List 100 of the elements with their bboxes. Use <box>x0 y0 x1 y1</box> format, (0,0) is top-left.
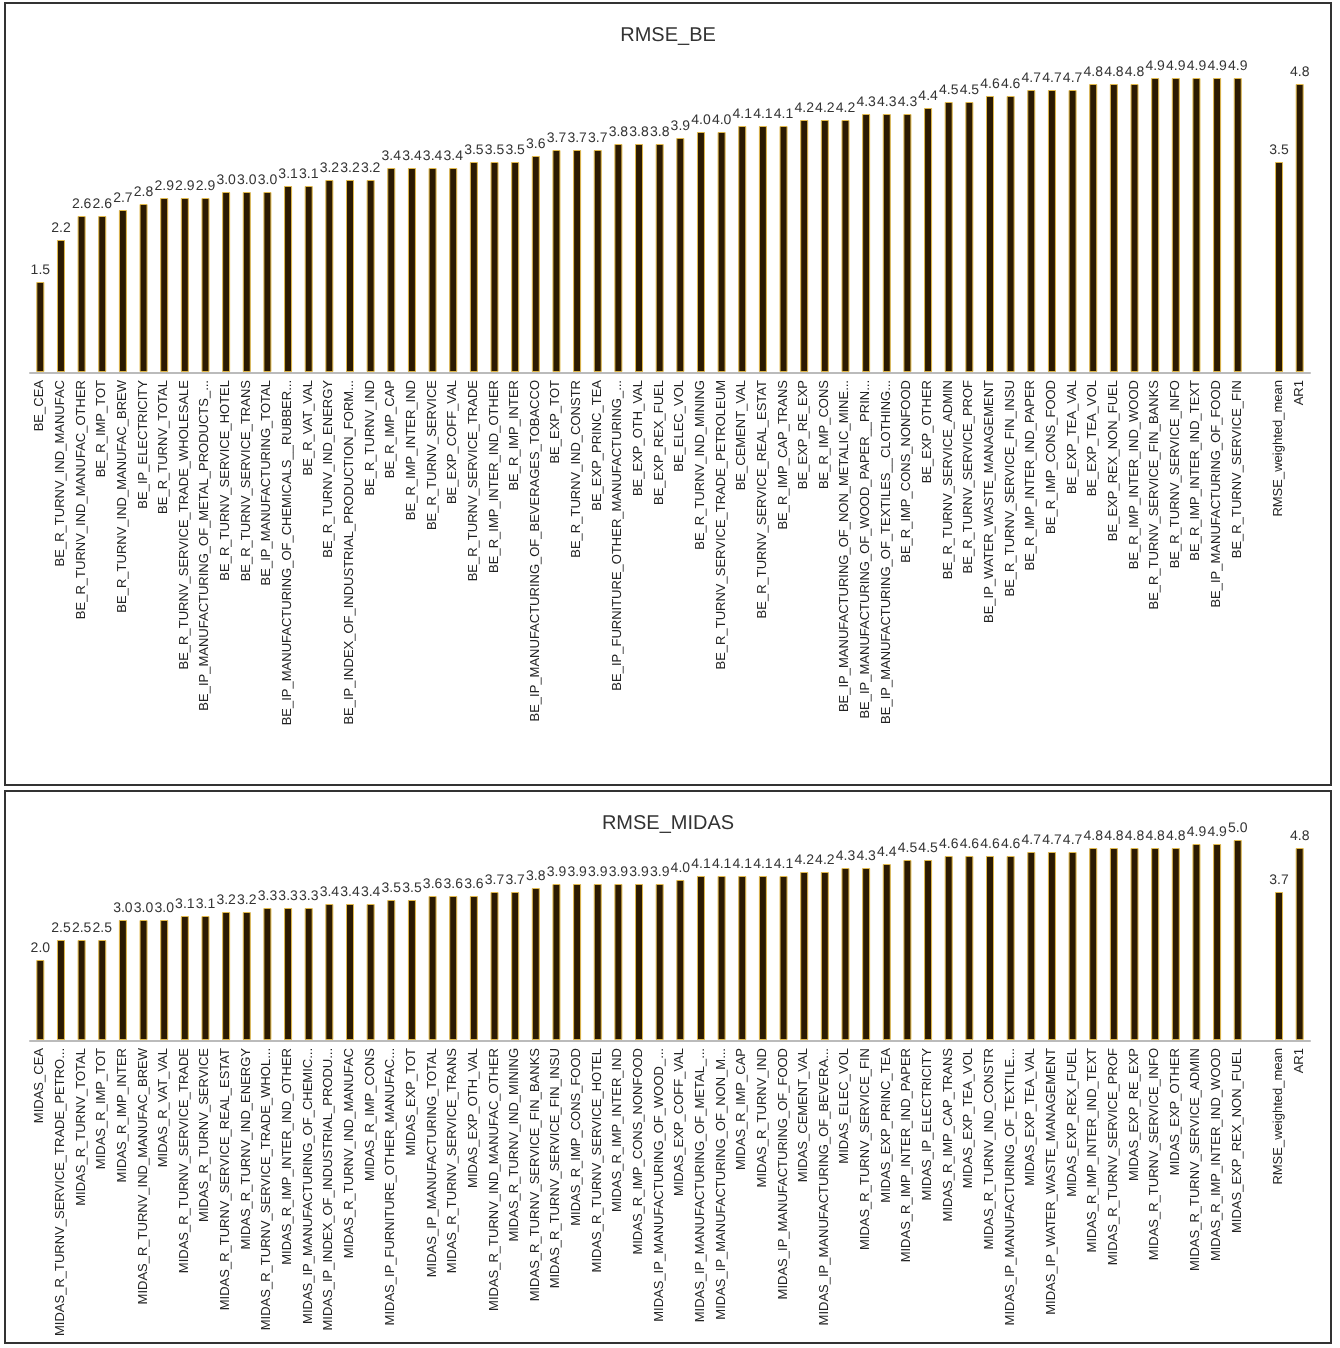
bar <box>1068 90 1077 372</box>
bar <box>1006 96 1015 372</box>
bar <box>242 192 251 372</box>
bar <box>800 872 809 1040</box>
bar <box>160 198 169 372</box>
bar <box>820 872 829 1040</box>
bar <box>511 892 520 1040</box>
bar <box>160 920 169 1040</box>
bar <box>944 102 953 372</box>
bar <box>180 916 189 1040</box>
bar <box>325 180 334 372</box>
bar <box>56 240 65 372</box>
bar <box>986 96 994 372</box>
bar <box>1171 848 1180 1040</box>
bar <box>490 892 499 1040</box>
bar <box>676 880 685 1040</box>
bar <box>284 186 293 372</box>
bar <box>201 198 210 372</box>
bar <box>118 210 127 372</box>
bar <box>36 282 45 372</box>
bar <box>655 884 664 1040</box>
bar <box>180 198 189 372</box>
bar <box>655 144 664 372</box>
bar <box>428 168 437 372</box>
bar <box>738 126 747 372</box>
bar <box>139 204 148 372</box>
bar <box>1275 892 1284 1040</box>
bar <box>490 162 499 372</box>
bar <box>1109 848 1118 1040</box>
bar <box>1006 856 1015 1040</box>
bar <box>201 916 210 1040</box>
bar <box>965 856 974 1040</box>
bar <box>1192 78 1201 372</box>
bar <box>366 180 375 372</box>
bar <box>366 904 375 1040</box>
bar <box>882 864 891 1040</box>
bar <box>1027 852 1036 1040</box>
bar <box>263 192 272 372</box>
bar <box>903 114 912 372</box>
bar <box>1130 84 1139 372</box>
bar <box>346 904 354 1040</box>
bar <box>284 908 293 1040</box>
bar <box>986 856 994 1040</box>
bar <box>222 192 231 372</box>
bar <box>77 940 86 1040</box>
bar <box>387 168 396 372</box>
bar <box>1151 848 1160 1040</box>
bar <box>696 876 705 1040</box>
bar <box>428 896 437 1040</box>
bar <box>696 132 705 372</box>
bar <box>593 884 602 1040</box>
bar <box>531 888 540 1040</box>
bar <box>222 912 231 1040</box>
bar <box>635 144 644 372</box>
bar <box>1192 844 1201 1040</box>
bar <box>862 868 871 1040</box>
bar <box>573 150 582 372</box>
bar <box>1089 848 1098 1040</box>
bar <box>552 150 561 372</box>
bar <box>1130 848 1139 1040</box>
bar <box>36 960 45 1040</box>
bar <box>118 920 127 1040</box>
bar <box>614 884 623 1040</box>
bar <box>924 108 933 372</box>
bar <box>449 168 458 372</box>
bar <box>1213 78 1222 372</box>
bar <box>944 856 953 1040</box>
bar <box>1233 840 1242 1040</box>
bar <box>1233 78 1242 372</box>
bar <box>676 138 685 372</box>
bar <box>779 126 788 372</box>
bar <box>862 114 871 372</box>
bar <box>1068 852 1077 1040</box>
bar <box>965 102 974 372</box>
bar <box>635 884 644 1040</box>
bar <box>469 162 478 372</box>
bar <box>738 876 747 1040</box>
bar <box>56 940 65 1040</box>
bar <box>1027 90 1036 372</box>
bar <box>1295 848 1304 1040</box>
bar <box>77 216 86 372</box>
bar <box>98 216 107 372</box>
bar <box>1047 90 1056 372</box>
bar <box>758 876 767 1040</box>
bar <box>263 908 272 1040</box>
chart-title: RMSE_MIDAS <box>601 813 735 835</box>
bar <box>552 884 561 1040</box>
bar <box>139 920 148 1040</box>
bar <box>242 912 251 1040</box>
bar <box>531 156 540 372</box>
bar <box>800 120 809 372</box>
bar <box>1213 844 1222 1040</box>
bar <box>1109 84 1118 372</box>
bar <box>407 168 416 372</box>
bar <box>903 860 912 1040</box>
bar <box>924 860 933 1040</box>
bar <box>1151 78 1160 372</box>
bar <box>325 904 334 1040</box>
bar <box>882 114 891 372</box>
bar <box>449 896 458 1040</box>
